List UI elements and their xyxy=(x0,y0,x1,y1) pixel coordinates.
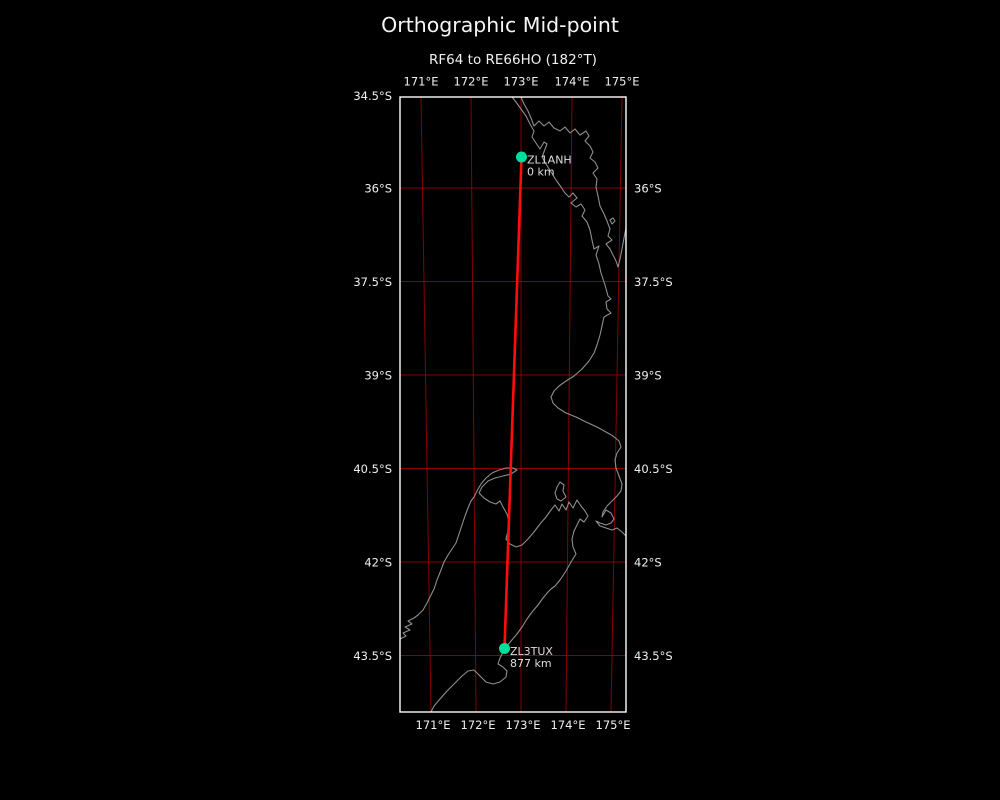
lon-tick-label-top: 173°E xyxy=(504,75,539,89)
graticule-meridian xyxy=(470,96,477,713)
lat-tick-label-right: 40.5°S xyxy=(634,462,673,476)
lat-tick-label-left: 36°S xyxy=(364,182,392,196)
lat-tick-label-left: 34.5°S xyxy=(353,89,392,103)
lat-tick-label-left: 40.5°S xyxy=(353,462,392,476)
station-marker xyxy=(516,151,527,163)
coastline-path xyxy=(511,96,627,537)
station-distance-label: 0 km xyxy=(527,166,555,179)
lon-tick-label-bottom: 174°E xyxy=(551,718,586,732)
coastline-path xyxy=(399,467,589,713)
lon-tick-label-bottom: 171°E xyxy=(416,718,451,732)
lat-tick-label-left: 37.5°S xyxy=(353,275,392,289)
lat-tick-label-right: 37.5°S xyxy=(634,275,673,289)
station-distance-label: 877 km xyxy=(510,657,552,670)
lat-tick-label-right: 42°S xyxy=(634,556,662,570)
coastline-path xyxy=(520,96,627,268)
figure-title: Orthographic Mid-point xyxy=(381,13,619,37)
lat-tick-label-left: 42°S xyxy=(364,556,392,570)
coastline-path xyxy=(554,481,567,502)
lon-tick-label-bottom: 173°E xyxy=(506,718,541,732)
lat-tick-label-right: 39°S xyxy=(634,369,662,383)
station-callsign-label: ZL1ANH xyxy=(527,154,572,167)
lon-tick-label-top: 174°E xyxy=(555,75,590,89)
graticule-meridian xyxy=(610,96,623,713)
graticule-meridian xyxy=(420,96,432,713)
graticule-meridian xyxy=(565,96,573,713)
map-frame xyxy=(399,96,627,713)
figure-subtitle: RF64 to RE66HO (182°T) xyxy=(429,52,597,68)
route-line xyxy=(503,155,523,650)
lat-tick-label-right: 36°S xyxy=(634,182,662,196)
station-callsign-label: ZL3TUX xyxy=(510,645,553,658)
coastline-path xyxy=(609,217,616,225)
lon-tick-label-top: 175°E xyxy=(605,75,640,89)
lon-tick-label-bottom: 172°E xyxy=(461,718,496,732)
lat-tick-label-left: 43.5°S xyxy=(353,649,392,663)
station-marker xyxy=(499,643,510,654)
lat-tick-label-right: 43.5°S xyxy=(634,649,673,663)
lon-tick-label-bottom: 175°E xyxy=(596,718,631,732)
lon-tick-label-top: 171°E xyxy=(404,75,439,89)
lon-tick-label-top: 172°E xyxy=(454,75,489,89)
lat-tick-label-left: 39°S xyxy=(364,369,392,383)
